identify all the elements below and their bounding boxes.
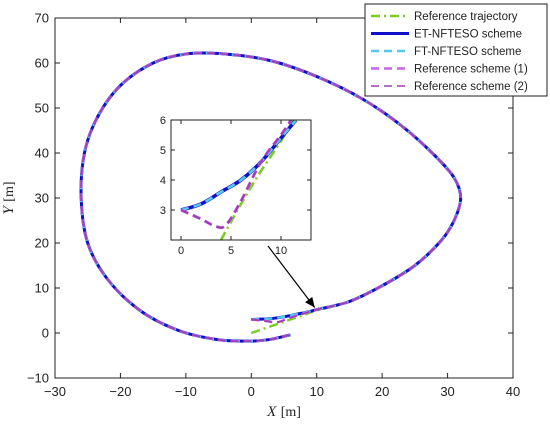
zoom-arrow bbox=[267, 245, 316, 308]
inset-series-line-ft-nfteso-scheme bbox=[180, 120, 297, 212]
zoom-arrow-head bbox=[305, 296, 315, 308]
x-tick-label: 30 bbox=[440, 384, 454, 399]
y-tick-label: 0 bbox=[42, 326, 49, 341]
x-tick-label: 0 bbox=[248, 384, 255, 399]
x-tick-label: −30 bbox=[44, 384, 66, 399]
legend-label: ET-NFTESO scheme bbox=[414, 29, 522, 41]
x-axis-label: X [m] bbox=[266, 403, 301, 420]
y-axis-label-unit: [m] bbox=[2, 181, 17, 201]
x-tick-label: −10 bbox=[175, 384, 197, 399]
inset-y-tick-label: 4 bbox=[160, 175, 166, 187]
x-tick-label: 10 bbox=[309, 384, 323, 399]
inset-series bbox=[180, 120, 298, 240]
x-tick-label: −20 bbox=[109, 384, 131, 399]
y-tick-label: 30 bbox=[35, 191, 49, 206]
inset-x-tick-label: 10 bbox=[275, 245, 287, 257]
legend-label: Reference trajectory bbox=[414, 11, 518, 23]
inset-zoom-plot: 0 5 10 3 4 5 6 bbox=[160, 115, 312, 257]
inset-x-tick-label: 5 bbox=[228, 245, 234, 257]
inset-y-tick-label: 5 bbox=[160, 145, 166, 157]
y-tick-label: 60 bbox=[35, 56, 49, 71]
y-tick-label: 70 bbox=[35, 11, 49, 26]
svg-text:X [m]: X [m] bbox=[266, 403, 301, 420]
legend-label: FT-NFTESO scheme bbox=[414, 46, 521, 58]
inset-y-tick-label: 3 bbox=[160, 205, 166, 217]
legend-box bbox=[364, 3, 548, 97]
x-tick-label: 20 bbox=[375, 384, 389, 399]
y-tick-label: 50 bbox=[35, 101, 49, 116]
y-tick-label: 40 bbox=[35, 146, 49, 161]
x-axis-label-unit: [m] bbox=[281, 405, 301, 420]
svg-text:Y [m]: Y [m] bbox=[0, 181, 17, 214]
y-axis-label: Y [m] bbox=[0, 181, 17, 214]
inset-series-line-reference-trajectory bbox=[219, 120, 295, 240]
inset-x-tick-label: 0 bbox=[178, 245, 184, 257]
legend-label: Reference scheme (1) bbox=[414, 64, 528, 76]
legend: Reference trajectory ET-NFTESO scheme FT-N… bbox=[364, 3, 548, 97]
y-tick-label: 20 bbox=[35, 236, 49, 251]
x-axis-label-letter: X bbox=[266, 404, 277, 420]
inset-y-tick-label: 6 bbox=[160, 115, 166, 127]
y-tick-label: 10 bbox=[35, 281, 49, 296]
x-tick-label: 40 bbox=[506, 384, 520, 399]
legend-label: Reference scheme (2) bbox=[414, 81, 528, 93]
zoom-arrow-line bbox=[267, 245, 316, 308]
series-line-reference-scheme-2 bbox=[80, 52, 462, 342]
main-plot-series bbox=[79, 51, 463, 343]
y-axis-label-letter: Y bbox=[1, 205, 17, 215]
y-tick-label: −10 bbox=[27, 371, 49, 386]
inset-axis-ticks: 0 5 10 3 4 5 6 bbox=[160, 115, 311, 257]
